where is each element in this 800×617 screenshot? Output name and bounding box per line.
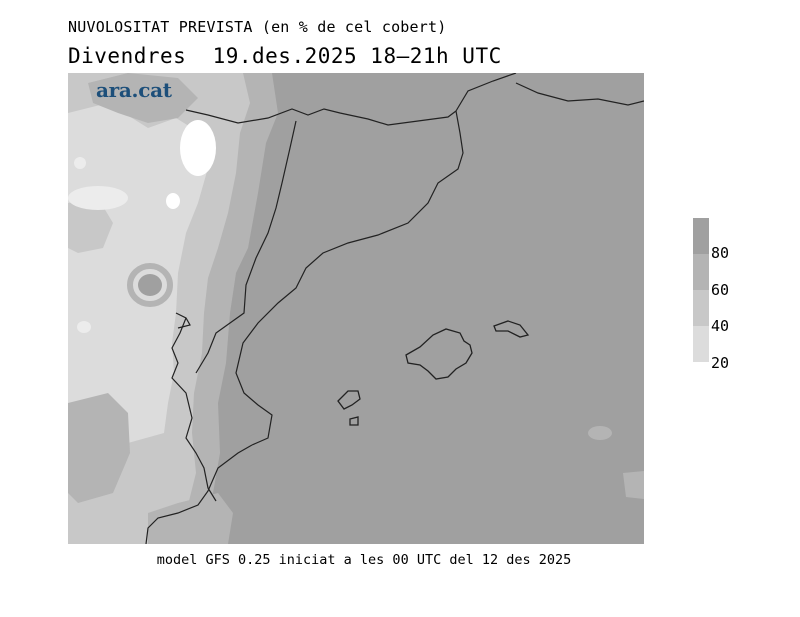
menorca-outline [493,320,530,338]
ara-cat-logo: ara.cat [96,78,172,102]
legend-label-20: 20 [711,354,730,372]
south-coast [145,444,253,544]
legend-colorbar [693,218,709,362]
legend-band-60 [693,254,709,290]
aragon-border-loop [175,312,191,329]
france-coast-north [515,82,644,106]
legend-band-40 [693,290,709,326]
mallorca-outline [405,328,473,380]
cloud-cover-map[interactable] [68,73,644,544]
map-svg [68,73,644,544]
catalonia-west-border [195,120,297,374]
cloud-dark-spot-ring [127,263,173,307]
forecast-date-time: Divendres 19.des.2025 18–21h UTC [68,44,502,68]
forecast-date: 19.des.2025 18–21h UTC [212,44,502,68]
cloud-clear-spot-north [180,120,216,176]
balearic-islands [337,320,530,426]
france-spain-border [185,108,457,126]
legend-band-80 [693,218,709,254]
catalonia-coast [235,110,464,446]
cloud-zone-darker-w [68,198,113,253]
cloud-zone-darker-nw [88,73,198,123]
cloud-dark-spot [138,274,162,296]
model-caption-container: model GFS 0.25 iniciat a les 00 UTC del … [0,549,800,568]
cloud-zone-darker-sw [68,393,130,503]
map-borders [145,73,644,544]
pyrenees-ridge [455,73,517,112]
model-caption: model GFS 0.25 iniciat a les 00 UTC del … [156,552,572,568]
cloud-zone-sea-spot [588,426,612,440]
cloud-zone-sea-east [623,471,644,499]
legend-label-40: 40 [711,317,730,335]
cloud-zone-south [148,493,233,544]
cloud-clear-spot-center [166,193,180,209]
legend-label-60: 60 [711,281,730,299]
forecast-day: Divendres [68,44,187,68]
legend-label-80: 80 [711,244,730,262]
ibiza-outline [337,390,361,410]
formentera-outline [349,416,359,426]
cloud-clear-spot-west [68,186,128,210]
valencia-border [171,317,217,502]
cloud-clear-spot-small2 [74,157,86,169]
legend-band-20 [693,326,709,362]
cloud-clear-spot-small [77,321,91,333]
chart-title: NUVOLOSITAT PREVISTA (en % de cel cobert… [68,18,447,36]
